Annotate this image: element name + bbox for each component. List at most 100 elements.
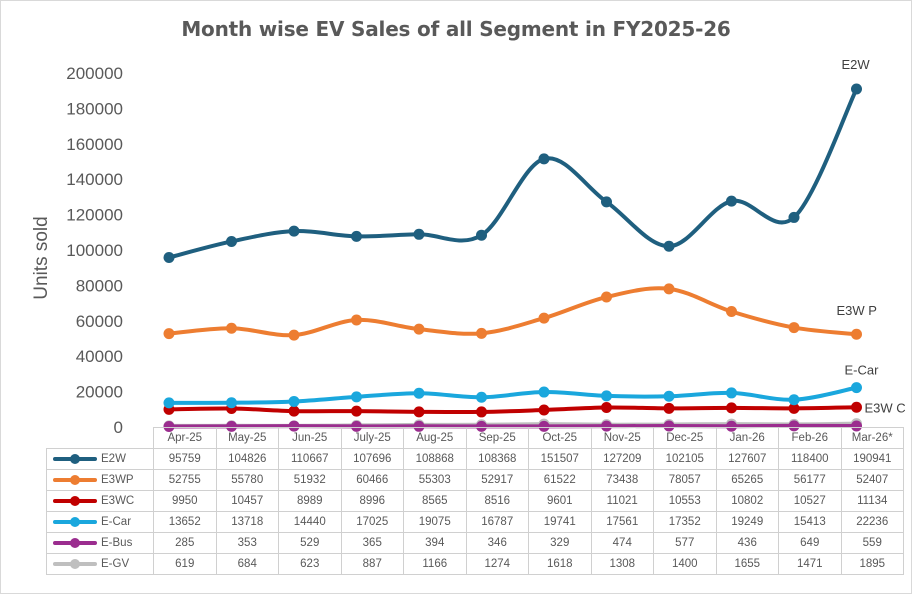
table-cell: 436 [715, 532, 779, 554]
table-cell: 1308 [590, 553, 654, 575]
table-cell: 51932 [278, 469, 342, 491]
data-point-e2w-july-25 [351, 230, 362, 242]
series-lines [163, 83, 862, 432]
y-tick-label: 140000 [66, 170, 123, 189]
y-tick-label: 180000 [66, 99, 123, 118]
table-cell: 17025 [340, 511, 404, 533]
table-cell: 11134 [840, 490, 904, 512]
table-cell: 529 [278, 532, 342, 554]
data-point-e3wc-oct-25 [538, 404, 550, 416]
table-cell: 52755 [153, 469, 217, 491]
table-cell: 10457 [215, 490, 279, 512]
y-tick-label: 20000 [76, 383, 123, 402]
data-point-e-car-aug-25 [413, 387, 425, 399]
table-cell: 8516 [465, 490, 529, 512]
table-cell: 102105 [653, 448, 717, 470]
table-cell: 19249 [715, 511, 779, 533]
table-column-header: Sep-25 [465, 427, 529, 449]
table-column-header: Feb-26 [778, 427, 842, 449]
data-point-e-car-nov-25 [601, 390, 612, 402]
legend-line-marker-icon [53, 453, 97, 464]
table-cell: 13652 [153, 511, 217, 533]
data-point-e3wc-dec-25 [663, 402, 675, 414]
legend-key: E2W [46, 448, 154, 470]
data-point-e-car-july-25 [351, 391, 362, 403]
table-cell: 1274 [465, 553, 529, 575]
table-cell: 353 [215, 532, 279, 554]
data-point-e3wp-sep-25 [476, 327, 487, 339]
table-cell: 55780 [215, 469, 279, 491]
table-cell: 19075 [403, 511, 467, 533]
table-cell: 73438 [590, 469, 654, 491]
data-point-e-car-oct-25 [538, 386, 550, 398]
series-e-car [163, 382, 862, 409]
table-cell: 623 [278, 553, 342, 575]
table-row: E-Car 13652 13718 14440 17025 19075 16787 19741… [46, 511, 904, 533]
data-point-e3wc-mar-26- [851, 401, 862, 413]
data-point-e3wc-sep-25 [476, 406, 487, 418]
data-point-e3wp-apr-25 [163, 328, 175, 340]
y-tick-label: 60000 [76, 312, 123, 331]
table-cell: 22236 [840, 511, 904, 533]
data-point-e3wp-mar-26- [851, 328, 862, 340]
table-column-header: Jun-25 [278, 427, 342, 449]
y-tick-label: 120000 [66, 206, 123, 225]
table-cell: 10802 [715, 490, 779, 512]
data-point-e3wp-jun-25 [288, 329, 300, 341]
end-label-e3wc: E3W C [865, 400, 906, 415]
table-cell: 127209 [590, 448, 654, 470]
table-cell: 1471 [778, 553, 842, 575]
table-cell: 60466 [340, 469, 404, 491]
table-cell: 10527 [778, 490, 842, 512]
data-point-e-car-dec-25 [663, 390, 675, 402]
table-cell: 619 [153, 553, 217, 575]
table-column-header: Nov-25 [590, 427, 654, 449]
data-point-e3wc-jan-26 [726, 402, 737, 414]
table-cell: 1655 [715, 553, 779, 575]
legend-line-marker-icon [53, 558, 97, 569]
data-point-e2w-apr-25 [163, 252, 175, 264]
table-cell: 52917 [465, 469, 529, 491]
data-point-e3wp-feb-26 [788, 322, 800, 334]
table-cell: 65265 [715, 469, 779, 491]
y-tick-label: 0 [114, 418, 123, 437]
table-column-header: Dec-25 [653, 427, 717, 449]
data-table: Apr-25 May-25 Jun-25 July-25 Aug-25 Sep-25 Oct… [46, 427, 904, 575]
legend-line-marker-icon [53, 516, 97, 527]
table-cell: 190941 [840, 448, 904, 470]
data-point-e2w-jan-26 [726, 195, 737, 207]
table-cell: 17352 [653, 511, 717, 533]
table-row: E-Bus 285 353 529 365 394 346 329 474 577 436 649 55… [46, 532, 904, 554]
legend-label: E-Bus [101, 536, 133, 549]
table-cell: 13718 [215, 511, 279, 533]
data-point-e3wc-feb-26 [788, 402, 800, 414]
series-line-e-car [167, 385, 859, 405]
table-cell: 474 [590, 532, 654, 554]
data-point-e3wp-oct-25 [538, 312, 550, 324]
legend-line-marker-icon [53, 495, 97, 506]
data-point-e3wp-jan-26 [726, 305, 737, 317]
y-tick-label: 160000 [66, 135, 123, 154]
legend-label: E-Car [101, 515, 132, 528]
legend-label: E3WC [101, 494, 135, 507]
table-cell: 104826 [215, 448, 279, 470]
end-label-e2w: E2W [842, 57, 871, 72]
table-cell: 14440 [278, 511, 342, 533]
data-point-e-car-jun-25 [288, 395, 300, 407]
table-cell: 1166 [403, 553, 467, 575]
table-cell: 107696 [340, 448, 404, 470]
y-tick-label: 40000 [76, 347, 123, 366]
data-point-e2w-mar-26- [851, 83, 862, 95]
table-column-header: Mar-26* [840, 427, 904, 449]
table-cell: 19741 [528, 511, 592, 533]
table-cell: 108368 [465, 448, 529, 470]
series-e3wp [163, 283, 862, 341]
table-cell: 78057 [653, 469, 717, 491]
series-e2w [163, 83, 862, 264]
table-cell: 577 [653, 532, 717, 554]
legend-key: E3WP [46, 469, 154, 491]
data-point-e3wp-july-25 [351, 314, 362, 326]
legend-key: E-Bus [46, 532, 154, 554]
table-row: E3WC 9950 10457 8989 8996 8565 8516 9601 11021 10… [46, 490, 904, 512]
